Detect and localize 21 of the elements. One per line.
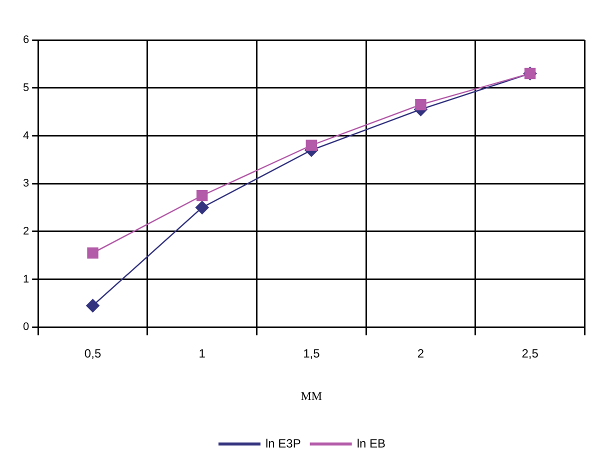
y-tick-label: 6	[22, 34, 30, 46]
x-tick-label: 0,5	[84, 346, 102, 361]
x-tick-label: 2,5	[522, 346, 539, 361]
point	[306, 140, 318, 151]
point	[195, 200, 209, 214]
y-tick-label: 5	[22, 82, 30, 94]
x-axis-title: MM	[300, 388, 322, 403]
x-tick-label: 2	[417, 346, 424, 361]
y-tick-label: 3	[22, 178, 30, 190]
legend-label: ln EB	[356, 436, 386, 450]
y-tick-label: 4	[22, 130, 30, 142]
y-tick-label: 1	[22, 273, 30, 286]
x-tick-label: 1,5	[303, 346, 320, 361]
point	[415, 99, 426, 110]
point	[86, 299, 100, 312]
point	[87, 247, 98, 259]
y-tick-label: 0	[22, 321, 30, 334]
x-tick-label: 1	[198, 346, 206, 361]
point	[196, 190, 208, 202]
y-tick-label: 2	[22, 226, 30, 238]
legend-label: ln E3P	[265, 436, 301, 450]
